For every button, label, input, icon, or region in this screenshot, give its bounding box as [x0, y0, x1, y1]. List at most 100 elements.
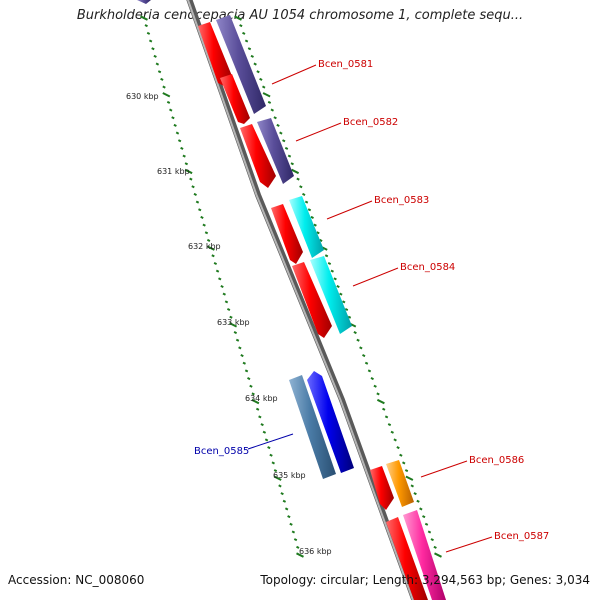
accession-value: NC_008060	[75, 573, 145, 587]
tick-mark	[296, 177, 300, 181]
tick-mark	[382, 407, 386, 411]
tick-mark	[353, 331, 357, 335]
tick-mark	[287, 154, 292, 158]
kbp-label: 632 kbp	[188, 242, 221, 251]
gene-label-bcen-0581[interactable]: Bcen_0581	[318, 59, 373, 70]
gene-feature[interactable]	[257, 118, 294, 184]
gene-feature[interactable]	[292, 262, 332, 338]
gene-feature[interactable]	[370, 466, 394, 510]
tick-mark	[213, 261, 218, 266]
tick-mark	[175, 131, 180, 135]
tick-mark	[255, 407, 260, 411]
tick-mark	[184, 162, 189, 166]
tick-mark	[393, 438, 397, 442]
tick-mark	[239, 24, 243, 28]
tick-mark	[387, 423, 392, 427]
tick-mark	[299, 185, 303, 189]
tick-mark	[189, 177, 193, 181]
tick-mark	[240, 354, 244, 358]
gene-label-bcen-0587[interactable]: Bcen_0587	[494, 531, 549, 542]
tick-mark	[430, 538, 434, 542]
gene-feature[interactable]	[220, 74, 250, 124]
tick-mark	[302, 192, 306, 196]
tick-mark	[282, 139, 286, 143]
tick-mark	[273, 116, 277, 120]
tick-mark	[284, 146, 289, 150]
tick-mark	[244, 369, 249, 373]
tick-mark	[247, 377, 251, 381]
tick-mark	[169, 108, 173, 112]
tick-mark	[182, 154, 186, 158]
tick-mark	[259, 77, 263, 81]
tick-mark	[390, 430, 394, 434]
tick-mark	[249, 384, 253, 388]
kbp-label: 630 kbp	[126, 92, 159, 101]
gene-label-bcen-0585[interactable]: Bcen_0585	[194, 446, 249, 457]
tick-mark	[229, 322, 238, 328]
tick-mark	[427, 530, 432, 534]
tick-mark	[166, 100, 171, 104]
tick-mark	[289, 522, 293, 526]
gene-label-bcen-0586[interactable]: Bcen_0586	[469, 455, 524, 466]
tick-mark	[364, 361, 369, 365]
gene-feature[interactable]	[137, 0, 151, 4]
tick-mark	[376, 398, 385, 405]
tick-mark	[347, 315, 352, 319]
gene-feature[interactable]	[386, 460, 414, 507]
gene-feature[interactable]	[386, 517, 428, 600]
tick-mark	[267, 446, 271, 450]
kbp-axis: 630 kbp 631 kbp 632 kbp 633 kbp 634 kbp …	[126, 92, 332, 556]
gene-feature[interactable]	[289, 196, 324, 258]
tick-mark	[262, 85, 266, 89]
tick-mark	[282, 499, 287, 503]
gene-feature[interactable]	[289, 375, 336, 479]
tick-mark	[146, 31, 151, 35]
tick-mark	[258, 415, 262, 419]
tick-mark	[273, 475, 282, 481]
tick-mark	[157, 70, 162, 74]
tick-mark	[215, 269, 220, 273]
tick-mark	[222, 292, 226, 296]
tick-mark	[278, 484, 282, 488]
tick-marks	[140, 15, 442, 558]
tick-mark	[327, 261, 332, 266]
kbp-label: 635 kbp	[273, 471, 306, 480]
tick-mark	[162, 85, 166, 89]
tick-mark	[267, 100, 272, 104]
tick-mark	[234, 15, 242, 21]
tick-mark	[316, 231, 320, 235]
tick-mark	[238, 346, 242, 350]
tick-mark	[362, 354, 366, 358]
tick-mark	[276, 123, 280, 127]
genes-label: Genes:	[509, 573, 552, 587]
tick-mark	[224, 300, 229, 304]
accession-label: Accession:	[8, 573, 72, 587]
tick-mark	[202, 223, 206, 227]
tick-mark	[271, 461, 275, 465]
gene-label-bcen-0584[interactable]: Bcen_0584	[400, 262, 455, 273]
gene-feature[interactable]	[310, 256, 352, 334]
tick-mark	[287, 515, 291, 519]
gene-feature[interactable]	[307, 371, 354, 473]
tick-mark	[193, 192, 197, 196]
tick-mark	[262, 430, 267, 434]
gene-feature[interactable]	[403, 510, 446, 600]
tick-mark	[244, 39, 249, 43]
tick-mark	[262, 92, 271, 98]
gene-feature[interactable]	[240, 124, 276, 188]
tick-mark	[233, 331, 238, 335]
topology-value: circular	[320, 573, 365, 587]
tick-mark	[422, 515, 426, 519]
tick-mark	[204, 231, 209, 235]
tick-mark	[384, 415, 389, 419]
gene-feature[interactable]	[216, 15, 266, 114]
gene-feature[interactable]	[198, 22, 232, 86]
tick-mark	[250, 54, 254, 58]
tick-mark	[153, 54, 157, 58]
gene-label-bcen-0583[interactable]: Bcen_0583	[374, 195, 429, 206]
gene-features	[137, 0, 446, 600]
gene-label-bcen-0582[interactable]: Bcen_0582	[343, 117, 398, 128]
tick-mark	[376, 392, 380, 396]
gene-feature[interactable]	[271, 204, 303, 264]
tick-mark	[206, 238, 211, 242]
